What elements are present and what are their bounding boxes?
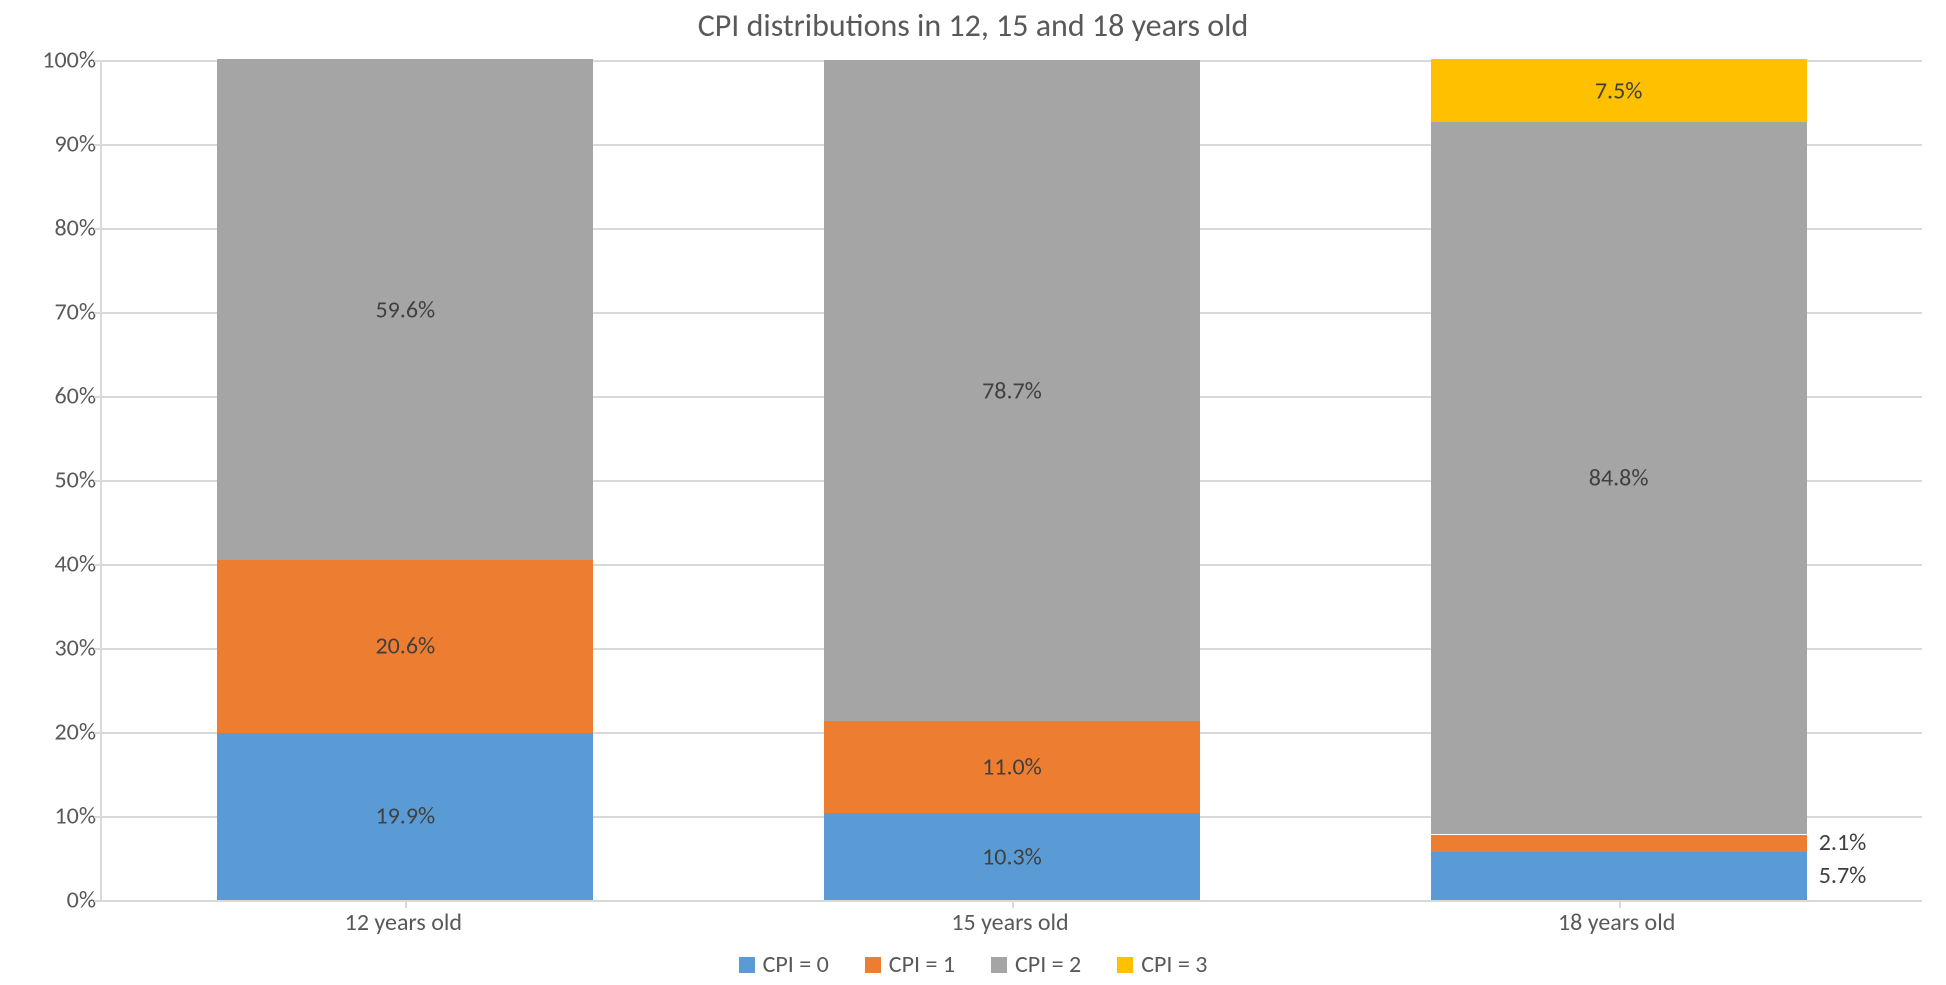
bar-segment-label: 20.6% [375, 632, 435, 661]
chart-container: CPI distributions in 12, 15 and 18 years… [0, 0, 1946, 985]
y-tick-mark [94, 396, 102, 398]
bar-segment-label: 2.1% [1819, 828, 1867, 857]
y-tick-mark [94, 312, 102, 314]
bar-segment-label: 78.7% [982, 376, 1042, 405]
x-tick-mark [1619, 900, 1621, 908]
bar-segment-label: 7.5% [1595, 76, 1643, 105]
bar-segment-label: 59.6% [375, 295, 435, 324]
bar-segment-label: 10.3% [982, 842, 1042, 871]
y-tick-label: 30% [6, 634, 96, 663]
legend-label: CPI = 0 [763, 950, 829, 979]
x-tick-label: 12 years old [345, 908, 462, 937]
plot-area: 19.9% 20.6% 59.6% 10.3% 11.0% 78.7% 5.7% 2.1% 84… [100, 60, 1922, 902]
legend-label: CPI = 3 [1141, 950, 1207, 979]
bar-group: 5.7%2.1%84.8%7.5% [1431, 60, 1807, 900]
bar-segment-cpi1 [1431, 835, 1807, 853]
bar-segment-label: 84.8% [1589, 464, 1649, 493]
x-tick-label: 18 years old [1558, 908, 1675, 937]
y-tick-mark [94, 816, 102, 818]
y-tick-label: 60% [6, 382, 96, 411]
legend-item-cpi2: CPI = 2 [991, 948, 1081, 979]
bar-segment-cpi1: 20.6% [217, 560, 593, 733]
legend-label: CPI = 2 [1015, 950, 1081, 979]
x-tick-mark [405, 900, 407, 908]
bar-segment-cpi3: 7.5% [1431, 59, 1807, 122]
y-tick-label: 80% [6, 214, 96, 243]
bar-segment-cpi2: 59.6% [217, 59, 593, 560]
legend-swatch [991, 957, 1007, 973]
y-tick-label: 0% [6, 886, 96, 915]
y-tick-label: 40% [6, 550, 96, 579]
bar-segment-label: 11.0% [982, 753, 1042, 782]
legend-swatch [865, 957, 881, 973]
y-tick-mark [94, 144, 102, 146]
y-tick-mark [94, 648, 102, 650]
bar-segment-label: 19.9% [375, 802, 435, 831]
bar-group: 10.3% 11.0% 78.7% [824, 60, 1200, 900]
bar-segment-cpi0: 19.9% [217, 733, 593, 900]
y-tick-mark [94, 480, 102, 482]
legend: CPI = 0 CPI = 1 CPI = 2 CPI = 3 [0, 948, 1946, 979]
y-tick-label: 90% [6, 130, 96, 159]
y-tick-mark [94, 228, 102, 230]
x-tick-label: 15 years old [951, 908, 1068, 937]
y-tick-label: 50% [6, 466, 96, 495]
y-tick-mark [94, 732, 102, 734]
y-tick-label: 20% [6, 718, 96, 747]
legend-item-cpi1: CPI = 1 [865, 948, 955, 979]
bar-group: 19.9% 20.6% 59.6% [217, 60, 593, 900]
legend-item-cpi0: CPI = 0 [739, 948, 829, 979]
bar-segment-cpi1: 11.0% [824, 721, 1200, 813]
bar-segment-cpi2: 78.7% [824, 60, 1200, 721]
y-tick-label: 70% [6, 298, 96, 327]
bar-segment-cpi0 [1431, 852, 1807, 900]
legend-swatch [1117, 957, 1133, 973]
bar-segment-label: 5.7% [1819, 861, 1867, 890]
legend-label: CPI = 1 [889, 950, 955, 979]
bar-segment-cpi0: 10.3% [824, 813, 1200, 900]
y-tick-mark [94, 564, 102, 566]
legend-swatch [739, 957, 755, 973]
bar-segment-cpi2: 84.8% [1431, 122, 1807, 834]
x-tick-mark [1012, 900, 1014, 908]
chart-title: CPI distributions in 12, 15 and 18 years… [0, 6, 1946, 45]
y-tick-mark [94, 60, 102, 62]
y-tick-label: 10% [6, 802, 96, 831]
y-tick-label: 100% [6, 46, 96, 75]
y-tick-mark [94, 900, 102, 902]
legend-item-cpi3: CPI = 3 [1117, 948, 1207, 979]
